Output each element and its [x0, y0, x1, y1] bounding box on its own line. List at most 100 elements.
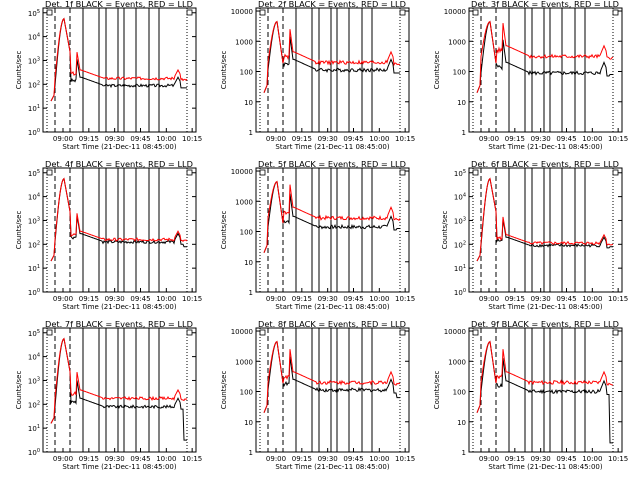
ytick-label: 10 — [457, 99, 466, 107]
y-axis-label: Counts/sec — [441, 211, 449, 250]
x-axis-label: Start Time (21-Dec-11 08:45:00) — [488, 303, 602, 311]
flag-box-right — [399, 169, 406, 176]
panel-title: Det. 6f BLACK = Events, RED = LLD — [471, 160, 619, 169]
plot-frame — [42, 327, 197, 453]
ytick-label: 104 — [28, 353, 40, 362]
ytick-label: 101 — [28, 104, 40, 113]
ytick-label: 104 — [454, 193, 466, 202]
xtick-label: 10:15 — [182, 295, 202, 303]
plot-frame — [42, 7, 197, 133]
ytick-label: 10 — [457, 419, 466, 427]
flag-box-right — [612, 9, 619, 16]
ytick-label: 102 — [28, 400, 40, 409]
x-axis-label: Start Time (21-Dec-11 08:45:00) — [275, 463, 389, 471]
ytick-label: 10 — [244, 99, 253, 107]
xtick-label: 10:00 — [369, 135, 389, 143]
panel-2: Det. 2f BLACK = Events, RED = LLD 1 10 100 1… — [220, 0, 415, 151]
xtick-label: 09:45 — [343, 295, 363, 303]
xtick-label: 09:30 — [105, 295, 125, 303]
xtick-label: 09:00 — [479, 135, 499, 143]
ytick-label: 103 — [454, 216, 466, 225]
series-events-line — [263, 180, 400, 253]
y-axis-label: Counts/sec — [15, 211, 23, 250]
xtick-label: 09:15 — [292, 135, 312, 143]
ytick-label: 10000 — [444, 328, 466, 336]
xtick-label: 10:15 — [182, 135, 202, 143]
xtick-label: 09:15 — [79, 455, 99, 463]
ytick-label: 1000 — [235, 38, 253, 46]
ytick-label: 1 — [249, 449, 253, 457]
xtick-label: 10:00 — [582, 455, 602, 463]
xtick-label: 09:30 — [318, 135, 338, 143]
xtick-label: 09:00 — [53, 135, 73, 143]
series-lld-line — [50, 177, 188, 262]
ytick-label: 103 — [28, 216, 40, 225]
ytick-label: 101 — [454, 264, 466, 273]
xtick-label: 09:30 — [531, 455, 551, 463]
flag-box-left — [46, 169, 53, 176]
x-axis-label: Start Time (21-Dec-11 08:45:00) — [62, 303, 176, 311]
ytick-label: 10000 — [231, 168, 253, 176]
xtick-label: 10:15 — [608, 295, 628, 303]
xtick-label: 10:00 — [156, 295, 176, 303]
panel-8: Det. 8f BLACK = Events, RED = LLD 1 10 100 1… — [220, 320, 415, 471]
xtick-label: 09:45 — [556, 295, 576, 303]
xtick-label: 09:45 — [556, 135, 576, 143]
ytick-label: 105 — [454, 169, 466, 178]
panel-title: Det. 3f BLACK = Events, RED = LLD — [471, 0, 619, 9]
plot-frame — [468, 327, 623, 453]
ytick-label: 100 — [240, 229, 253, 237]
flag-box-right — [399, 329, 406, 336]
ytick-label: 1000 — [235, 358, 253, 366]
plot-frame — [255, 167, 410, 293]
ytick-label: 105 — [28, 329, 40, 338]
ytick-label: 1 — [462, 449, 466, 457]
x-axis-label: Start Time (21-Dec-11 08:45:00) — [62, 463, 176, 471]
xtick-label: 09:15 — [505, 295, 525, 303]
ytick-label: 100 — [240, 69, 253, 77]
xtick-label: 10:15 — [395, 295, 415, 303]
panel-title: Det. 4f BLACK = Events, RED = LLD — [45, 160, 193, 169]
flag-box-left — [472, 9, 479, 16]
xtick-label: 09:45 — [343, 455, 363, 463]
flag-box-left — [259, 169, 266, 176]
xtick-label: 09:15 — [292, 295, 312, 303]
plot-frame — [468, 167, 623, 293]
x-axis-label: Start Time (21-Dec-11 08:45:00) — [488, 143, 602, 151]
series-events-line — [263, 340, 400, 413]
xtick-label: 09:30 — [318, 455, 338, 463]
xtick-label: 10:15 — [395, 135, 415, 143]
ytick-label: 104 — [28, 33, 40, 42]
xtick-label: 09:45 — [556, 455, 576, 463]
ytick-label: 1 — [249, 289, 253, 297]
ytick-label: 103 — [28, 56, 40, 65]
flag-box-left — [259, 9, 266, 16]
panel-7: Det. 7f BLACK = Events, RED = LLD 100 101 1… — [15, 320, 202, 471]
panel-title: Det. 5f BLACK = Events, RED = LLD — [258, 160, 406, 169]
panel-title: Det. 7f BLACK = Events, RED = LLD — [45, 320, 193, 329]
series-lld-line — [50, 17, 188, 102]
panel-title: Det. 1f BLACK = Events, RED = LLD — [45, 0, 193, 9]
ytick-label: 100 — [453, 389, 466, 397]
xtick-label: 10:15 — [182, 455, 202, 463]
ytick-label: 10000 — [231, 328, 253, 336]
xtick-label: 09:30 — [531, 135, 551, 143]
y-axis-label: Counts/sec — [15, 371, 23, 410]
ytick-label: 103 — [28, 376, 40, 385]
ytick-label: 104 — [28, 193, 40, 202]
x-axis-label: Start Time (21-Dec-11 08:45:00) — [488, 463, 602, 471]
series-lld-line — [476, 177, 614, 262]
x-axis-label: Start Time (21-Dec-11 08:45:00) — [275, 143, 389, 151]
ytick-label: 100 — [28, 448, 40, 457]
plot-frame — [255, 7, 410, 133]
xtick-label: 10:00 — [582, 135, 602, 143]
panel-title: Det. 9f BLACK = Events, RED = LLD — [471, 320, 619, 329]
ytick-label: 10000 — [444, 8, 466, 16]
series-lld-line — [476, 20, 614, 93]
xtick-label: 09:00 — [479, 295, 499, 303]
panel-9: Det. 9f BLACK = Events, RED = LLD 1 10 100 1… — [433, 320, 628, 471]
ytick-label: 101 — [28, 264, 40, 273]
y-axis-label: Counts/sec — [220, 211, 228, 250]
flag-box-right — [612, 169, 619, 176]
